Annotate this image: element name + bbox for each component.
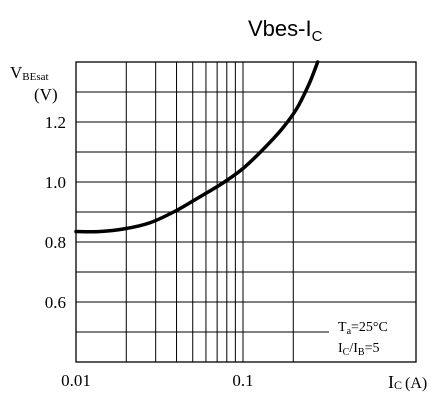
- y-tick-label: 0.6: [45, 293, 66, 312]
- y-axis-label: VBEsat: [10, 63, 49, 83]
- annotation-temperature: Ta=25°C: [338, 320, 388, 337]
- y-tick-label: 1.2: [45, 113, 66, 132]
- x-axis-label: IC (A): [388, 372, 427, 392]
- x-tick-label: 0.1: [232, 371, 253, 390]
- y-tick-label: 0.8: [45, 233, 66, 252]
- y-tick-label: 1.0: [45, 173, 66, 192]
- series-line: [76, 62, 318, 232]
- chart-title: Vbes-IC: [248, 16, 323, 45]
- x-tick-label: 0.01: [61, 371, 91, 390]
- y-axis-unit: (V): [34, 85, 58, 104]
- series-layer: [76, 62, 318, 232]
